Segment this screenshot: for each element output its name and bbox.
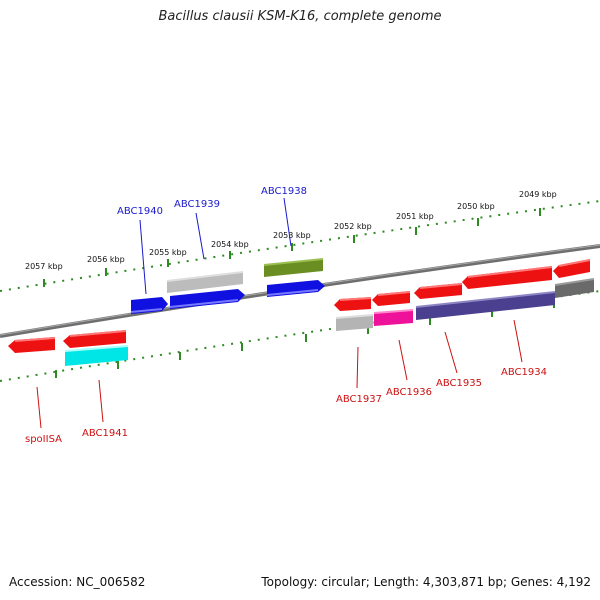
kbp-label: 2056 kbp — [87, 255, 125, 264]
kbp-label: 2051 kbp — [396, 212, 434, 221]
kbp-label: 2054 kbp — [211, 240, 249, 249]
gene-label-abc1941[interactable]: ABC1941 — [82, 428, 128, 439]
gene-abc1941-bar[interactable] — [65, 346, 128, 366]
gene-label-abc1940[interactable]: ABC1940 — [117, 206, 163, 217]
kbp-label: 2057 kbp — [25, 262, 63, 271]
gene-abc1936-bar[interactable] — [374, 310, 413, 326]
gene-label-abc1939[interactable]: ABC1939 — [174, 199, 220, 210]
kbp-label: 2053 kbp — [273, 231, 311, 240]
kbp-label: 2050 kbp — [457, 202, 495, 211]
upper-ruler — [0, 200, 600, 292]
forward-leaders — [139, 197, 292, 295]
gene-label-abc1935[interactable]: ABC1935 — [436, 378, 482, 389]
gene-label-abc1937[interactable]: ABC1937 — [336, 394, 382, 405]
gene-abc1934-arrow[interactable] — [462, 266, 552, 289]
gene-label-spoiisa[interactable]: spoIISA — [25, 434, 62, 445]
kbp-label: 2049 kbp — [519, 190, 557, 199]
gene-label-abc1938[interactable]: ABC1938 — [261, 186, 307, 197]
reverse-genes — [8, 259, 595, 366]
gene-arrow[interactable] — [170, 289, 245, 309]
gene-label-abc1936[interactable]: ABC1936 — [386, 387, 432, 398]
forward-gene-labels: ABC1940 ABC1939 ABC1938 — [117, 186, 307, 217]
gene-abc1935-bar[interactable] — [416, 292, 555, 320]
gene-arrow[interactable] — [553, 259, 590, 278]
kbp-label: 2052 kbp — [334, 222, 372, 231]
kbp-labels: 2057 kbp 2056 kbp 2055 kbp 2054 kbp 2053… — [25, 190, 557, 271]
kbp-label: 2055 kbp — [149, 248, 187, 257]
accession-text: Accession: NC_006582 — [9, 575, 146, 589]
map-title: Bacillus clausii KSM-K16, complete genom… — [158, 9, 442, 24]
gene-abc1937-bar[interactable] — [336, 315, 373, 331]
gene-label-abc1934[interactable]: ABC1934 — [501, 367, 547, 378]
genome-summary-text: Topology: circular; Length: 4,303,871 bp… — [261, 575, 591, 589]
reverse-gene-labels: spoIISA ABC1941 ABC1937 ABC1936 ABC1935 … — [25, 367, 547, 445]
reverse-leaders — [36, 319, 523, 429]
gene-abc1939-arrow[interactable] — [167, 272, 243, 293]
forward-genes — [130, 258, 325, 314]
